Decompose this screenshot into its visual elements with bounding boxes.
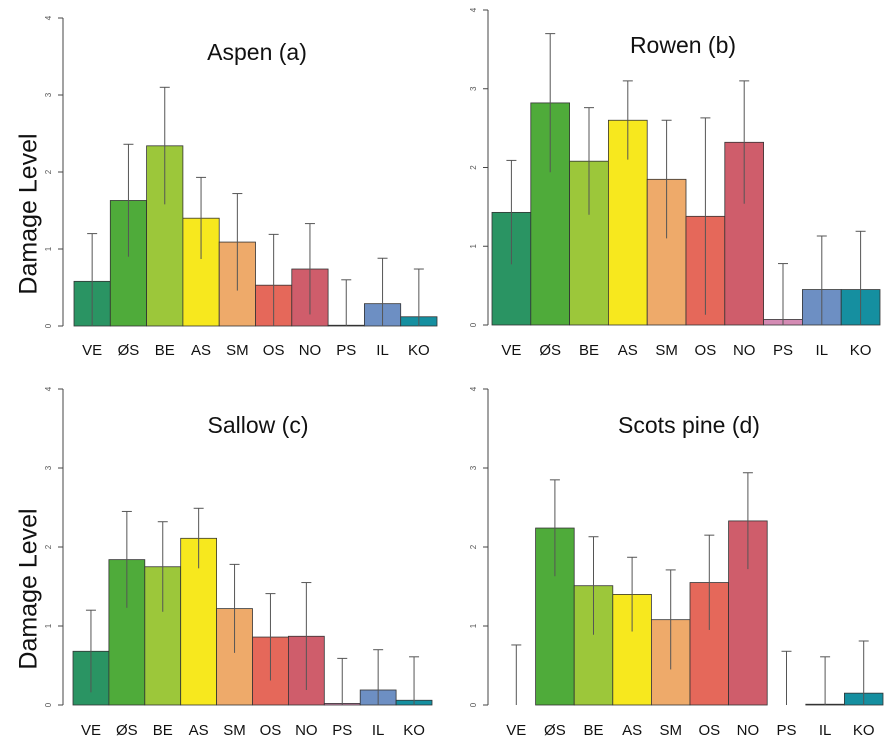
y-tick-label: 2 — [469, 165, 478, 170]
y-axis-title: Damage Level — [15, 133, 43, 294]
category-label-BE: BE — [153, 722, 173, 739]
panel-title: Sallow (c) — [208, 412, 309, 438]
category-label-PS: PS — [776, 722, 796, 739]
y-tick-label: 2 — [44, 544, 53, 549]
category-label-KO: KO — [403, 722, 425, 739]
chart-panel-4: 0 1 2 3 4 VE ØS BE AS SM OS NO PS IL KO Scots pine (d) — [469, 386, 884, 739]
category-label-VE: VE — [81, 722, 101, 739]
y-tick-label: 2 — [44, 169, 53, 174]
category-label-SM: SM — [223, 722, 246, 739]
y-tick-label: 3 — [44, 465, 53, 470]
y-tick-label: 1 — [44, 246, 53, 251]
category-label-IL: IL — [816, 342, 829, 359]
chart-panel-3: 0 1 2 3 4 VE ØS BE AS SM OS NO PS IL KO Sallow (c) Damag… — [15, 386, 433, 739]
y-tick-label: 3 — [44, 92, 53, 97]
category-label-ØS: ØS — [539, 342, 561, 359]
category-label-NO: NO — [299, 342, 322, 359]
bar-ØS — [108, 559, 146, 706]
y-tick-label: 4 — [469, 7, 478, 12]
y-tick-label: 0 — [44, 323, 53, 328]
panels-group: 0 1 2 3 4 VE ØS BE AS SM OS NO PS IL KO Aspen (a) Damage… — [15, 7, 884, 739]
category-label-AS: AS — [618, 342, 638, 359]
y-axis-title: Damage Level — [15, 508, 43, 669]
y-tick-label: 1 — [469, 243, 478, 248]
category-label-NO: NO — [295, 722, 318, 739]
category-label-ØS: ØS — [118, 342, 140, 359]
chart-panel-2: 0 1 2 3 4 VE ØS BE AS SM OS NO PS IL KO Rowen (b) — [469, 7, 881, 359]
category-label-VE: VE — [501, 342, 521, 359]
category-label-ØS: ØS — [544, 722, 566, 739]
category-label-BE: BE — [155, 342, 175, 359]
category-label-PS: PS — [336, 342, 356, 359]
category-label-AS: AS — [622, 722, 642, 739]
category-label-VE: VE — [506, 722, 526, 739]
panel-title: Scots pine (d) — [618, 412, 760, 438]
panel-title: Rowen (b) — [630, 32, 736, 58]
category-label-ØS: ØS — [116, 722, 138, 739]
y-tick-label: 3 — [469, 465, 478, 470]
category-label-AS: AS — [189, 722, 209, 739]
category-label-SM: SM — [655, 342, 678, 359]
category-label-KO: KO — [853, 722, 875, 739]
category-label-VE: VE — [82, 342, 102, 359]
category-label-NO: NO — [733, 342, 756, 359]
y-tick-label: 0 — [469, 702, 478, 707]
y-tick-label: 2 — [469, 544, 478, 549]
panel-title: Aspen (a) — [207, 39, 307, 65]
y-tick-label: 1 — [469, 623, 478, 628]
category-label-NO: NO — [737, 722, 760, 739]
y-tick-label: 4 — [469, 386, 478, 391]
category-label-OS: OS — [698, 722, 720, 739]
category-label-OS: OS — [260, 722, 282, 739]
y-tick-label: 3 — [469, 86, 478, 91]
y-tick-label: 4 — [44, 15, 53, 20]
y-tick-label: 0 — [469, 322, 478, 327]
category-label-IL: IL — [819, 722, 832, 739]
category-label-SM: SM — [226, 342, 249, 359]
y-tick-label: 0 — [44, 702, 53, 707]
bar-BE — [146, 145, 184, 327]
y-tick-label: 4 — [44, 386, 53, 391]
category-label-PS: PS — [332, 722, 352, 739]
category-label-BE: BE — [583, 722, 603, 739]
category-label-AS: AS — [191, 342, 211, 359]
bar-AS — [612, 594, 652, 706]
chart-panel-1: 0 1 2 3 4 VE ØS BE AS SM OS NO PS IL KO Aspen (a) Damage… — [15, 15, 438, 359]
category-label-IL: IL — [376, 342, 389, 359]
category-label-KO: KO — [408, 342, 430, 359]
category-label-OS: OS — [695, 342, 717, 359]
category-label-SM: SM — [659, 722, 682, 739]
category-label-PS: PS — [773, 342, 793, 359]
category-label-KO: KO — [850, 342, 872, 359]
category-label-IL: IL — [372, 722, 385, 739]
category-label-BE: BE — [579, 342, 599, 359]
y-tick-label: 1 — [44, 623, 53, 628]
bar-AS — [180, 537, 217, 706]
category-label-OS: OS — [263, 342, 285, 359]
